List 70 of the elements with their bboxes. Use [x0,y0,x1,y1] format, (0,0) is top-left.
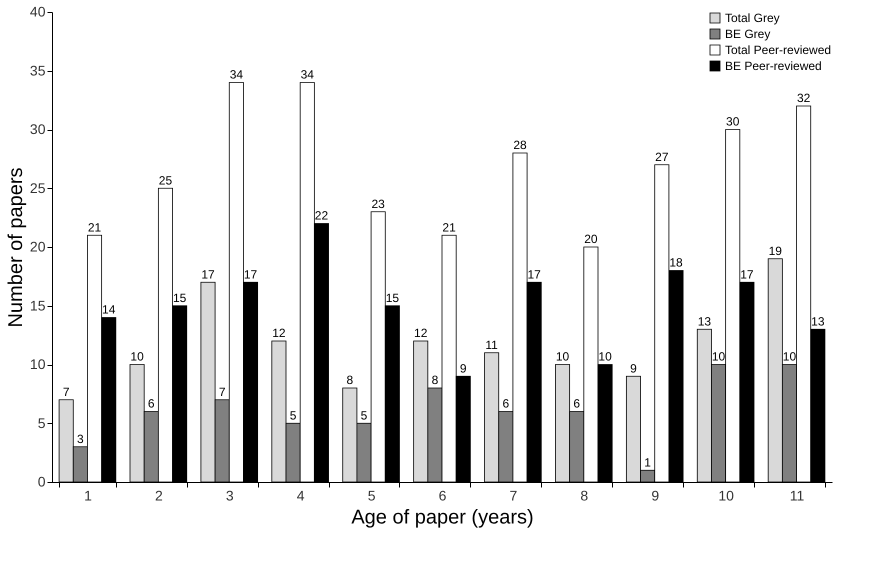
data-label: 21 [88,220,102,234]
data-label: 10 [598,350,612,364]
data-label: 22 [314,208,328,222]
data-label: 8 [346,373,354,387]
data-label: 23 [372,196,386,211]
data-label: 9 [630,361,638,376]
data-label: 10 [556,350,570,364]
data-label: 6 [573,396,580,410]
data-label: 17 [201,267,215,282]
x-tick-label: 9 [651,488,660,504]
data-label: 11 [485,338,498,352]
data-label: 10 [712,350,726,364]
data-label: 1 [644,455,652,470]
data-label: 10 [130,350,144,364]
data-label: 15 [172,290,187,305]
y-tick-label: 40 [30,4,46,20]
x-tick-label: 8 [580,488,588,504]
data-label: 12 [414,326,428,340]
data-label: 28 [513,138,527,152]
data-label: 8 [432,373,439,387]
data-label: 3 [77,432,84,446]
data-label: 34 [300,68,314,82]
legend-label: Total Peer-reviewed [725,43,832,57]
legend-label: Total Grey [725,11,780,25]
data-label: 25 [158,173,172,188]
x-tick-label: 6 [438,488,447,504]
data-label: 7 [62,384,70,399]
data-label: 5 [290,408,297,422]
y-axis-title: Number of papers [4,167,27,328]
x-tick-label: 2 [154,488,163,504]
x-tick-label: 1 [84,488,92,504]
data-label: 7 [218,384,226,399]
y-tick-label: 20 [30,238,46,254]
data-label: 15 [386,290,400,305]
x-tick-label: 10 [718,488,734,504]
data-label: 5 [360,408,368,422]
data-label: 32 [796,91,811,105]
y-tick-label: 25 [30,180,46,196]
data-label: 13 [811,314,825,328]
y-tick-label: 35 [30,62,46,78]
data-label: 6 [502,396,510,410]
data-label: 34 [230,68,244,82]
data-label: 17 [528,267,542,282]
data-label: 14 [102,302,116,316]
data-label: 12 [272,326,286,340]
x-tick-label: 7 [510,488,518,504]
x-tick-label: 3 [226,488,234,504]
data-label: 17 [740,267,754,282]
data-label: 19 [768,244,782,258]
data-label: 9 [460,361,467,376]
y-tick-label: 10 [30,356,46,372]
data-label: 27 [655,150,669,164]
legend-label: BE Grey [725,27,770,41]
data-label: 6 [148,396,155,410]
data-label: 20 [584,232,598,246]
y-tick-label: 0 [38,474,46,490]
data-label: 21 [442,220,456,234]
x-tick-label: 11 [790,488,805,504]
legend-label: BE Peer-reviewed [725,59,822,73]
data-label: 17 [244,267,258,282]
x-tick-label: 4 [296,488,305,504]
y-tick-label: 5 [38,414,46,431]
y-tick-label: 15 [30,297,46,314]
x-axis-title: Age of paper (years) [351,506,534,528]
x-tick-label: 5 [368,488,376,504]
y-tick-label: 30 [30,121,46,137]
data-label: 18 [669,256,683,270]
data-label: 30 [726,114,740,128]
data-label: 10 [782,350,796,364]
data-label: 13 [698,314,712,328]
